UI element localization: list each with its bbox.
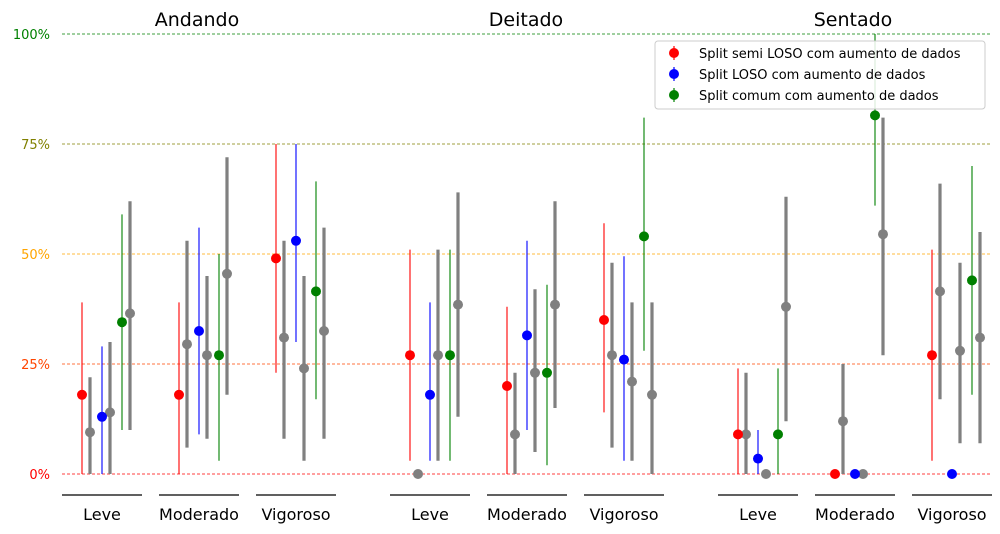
series-point xyxy=(405,350,415,361)
legend-marker xyxy=(669,90,679,100)
series-point xyxy=(599,315,609,325)
y-tick-label: 100% xyxy=(13,28,50,43)
reference-point xyxy=(279,332,289,343)
reference-point xyxy=(319,326,329,336)
legend-box xyxy=(654,40,986,110)
series-point xyxy=(967,275,977,286)
series-point xyxy=(174,389,184,400)
series-point xyxy=(542,367,552,378)
series-errorbars xyxy=(77,34,977,479)
series-point xyxy=(830,469,840,479)
reference-point xyxy=(125,308,135,319)
reference-point xyxy=(838,416,848,427)
x-tick-label: Vigoroso xyxy=(589,505,658,524)
legend-label: Split semi LOSO com aumento de dados xyxy=(699,47,961,62)
x-tick-label: Leve xyxy=(411,505,449,524)
y-axis: 0% 25% 50% 75% 100% xyxy=(13,28,50,483)
x-tick-label: Vigoroso xyxy=(261,505,330,524)
series-point xyxy=(117,317,127,328)
legend-marker xyxy=(669,69,679,79)
group-title: Andando xyxy=(155,9,239,31)
series-point xyxy=(619,354,629,365)
series-point xyxy=(97,411,107,422)
series-point xyxy=(773,429,783,440)
reference-point xyxy=(510,429,520,440)
series-point xyxy=(927,350,937,361)
reference-point xyxy=(955,345,965,356)
reference-errorbars xyxy=(85,117,985,479)
reference-point xyxy=(975,332,985,343)
x-tick-label: Leve xyxy=(83,505,121,524)
y-tick-label: 75% xyxy=(21,138,50,153)
series-point xyxy=(502,381,512,391)
reference-point xyxy=(182,339,192,350)
reference-point xyxy=(550,299,560,310)
reference-point xyxy=(222,268,232,279)
x-tick-label: Leve xyxy=(739,505,777,524)
x-tick-label: Moderado xyxy=(815,505,895,524)
reference-point xyxy=(878,229,888,240)
reference-point xyxy=(627,376,637,387)
reference-point xyxy=(647,389,657,400)
x-axis: Leve Moderado Vigoroso Leve Moderado Vigoroso… xyxy=(62,494,992,524)
series-point xyxy=(311,286,321,297)
series-point xyxy=(753,453,763,464)
reference-point xyxy=(761,469,771,479)
reference-point xyxy=(299,363,309,374)
series-point xyxy=(639,231,649,242)
x-tick-label: Moderado xyxy=(487,505,567,524)
y-tick-label: 25% xyxy=(21,358,50,373)
reference-point xyxy=(85,427,95,438)
series-point xyxy=(291,235,301,246)
series-point xyxy=(850,469,860,479)
series-point xyxy=(445,350,455,361)
reference-point xyxy=(781,301,791,312)
legend-label: Split LOSO com aumento de dados xyxy=(699,68,926,83)
reference-point xyxy=(453,299,463,310)
series-point xyxy=(733,429,743,440)
reference-point xyxy=(607,350,617,361)
series-point xyxy=(194,326,204,336)
reference-point xyxy=(105,407,115,418)
legend-label: Split comum com aumento de dados xyxy=(699,89,939,104)
x-tick-label: Moderado xyxy=(159,505,239,524)
reference-point xyxy=(202,350,212,361)
series-point xyxy=(77,389,87,400)
series-point xyxy=(425,389,435,400)
y-tick-label: 0% xyxy=(29,468,50,483)
series-point xyxy=(271,253,281,264)
y-tick-label: 50% xyxy=(21,248,50,263)
group-titles: Andando Deitado Sentado xyxy=(155,9,893,31)
group-title: Sentado xyxy=(814,9,893,31)
reference-point xyxy=(530,367,540,378)
reference-point xyxy=(433,350,443,361)
x-tick-label: Vigoroso xyxy=(917,505,986,524)
series-point xyxy=(522,330,532,341)
series-point xyxy=(947,469,957,479)
legend: Split semi LOSO com aumento de dados Spli… xyxy=(654,40,986,110)
reference-point xyxy=(858,469,868,479)
series-point xyxy=(214,350,224,361)
reference-point xyxy=(935,286,945,297)
series-point xyxy=(870,110,880,121)
group-title: Deitado xyxy=(489,9,563,31)
reference-point xyxy=(741,429,751,440)
legend-marker xyxy=(669,48,679,58)
reference-point xyxy=(413,469,423,479)
